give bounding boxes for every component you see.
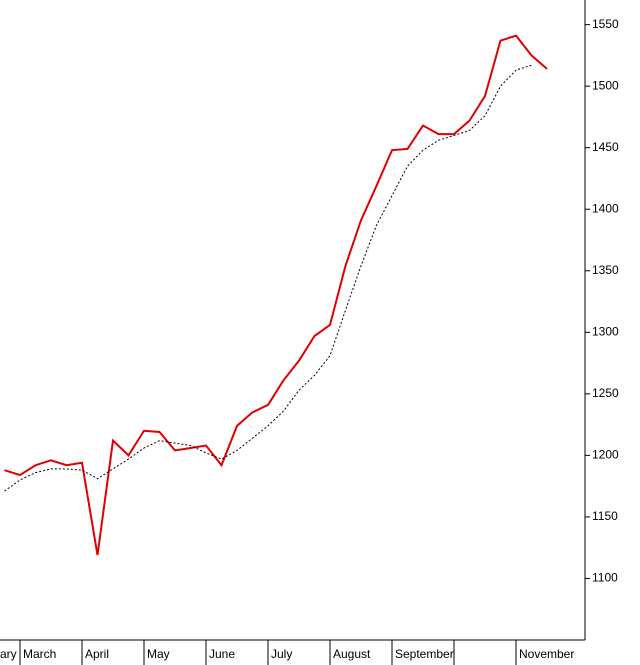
y-tick-label: 1200 bbox=[592, 448, 619, 462]
y-tick-label: 1450 bbox=[592, 140, 619, 154]
y-tick-label: 1300 bbox=[592, 324, 619, 338]
x-tick-label: March bbox=[23, 647, 56, 661]
x-tick-label: April bbox=[85, 647, 109, 661]
y-tick-label: 1400 bbox=[592, 201, 619, 215]
x-tick-label: July bbox=[271, 647, 292, 661]
x-tick-label: ary bbox=[0, 647, 17, 661]
y-tick-label: 1500 bbox=[592, 78, 619, 92]
y-tick-label: 1150 bbox=[592, 509, 618, 523]
series-line bbox=[4, 64, 532, 492]
y-tick-label: 1100 bbox=[592, 571, 618, 585]
y-tick-label: 1250 bbox=[592, 386, 619, 400]
x-tick-label: May bbox=[147, 647, 170, 661]
y-tick-label: 1550 bbox=[592, 17, 619, 31]
x-tick-label: November bbox=[519, 647, 574, 661]
y-tick-label: 1350 bbox=[592, 263, 619, 277]
x-tick-label: August bbox=[333, 647, 371, 661]
x-tick-label: June bbox=[209, 647, 235, 661]
series-line bbox=[4, 34, 548, 556]
x-tick-label: September bbox=[395, 647, 454, 661]
